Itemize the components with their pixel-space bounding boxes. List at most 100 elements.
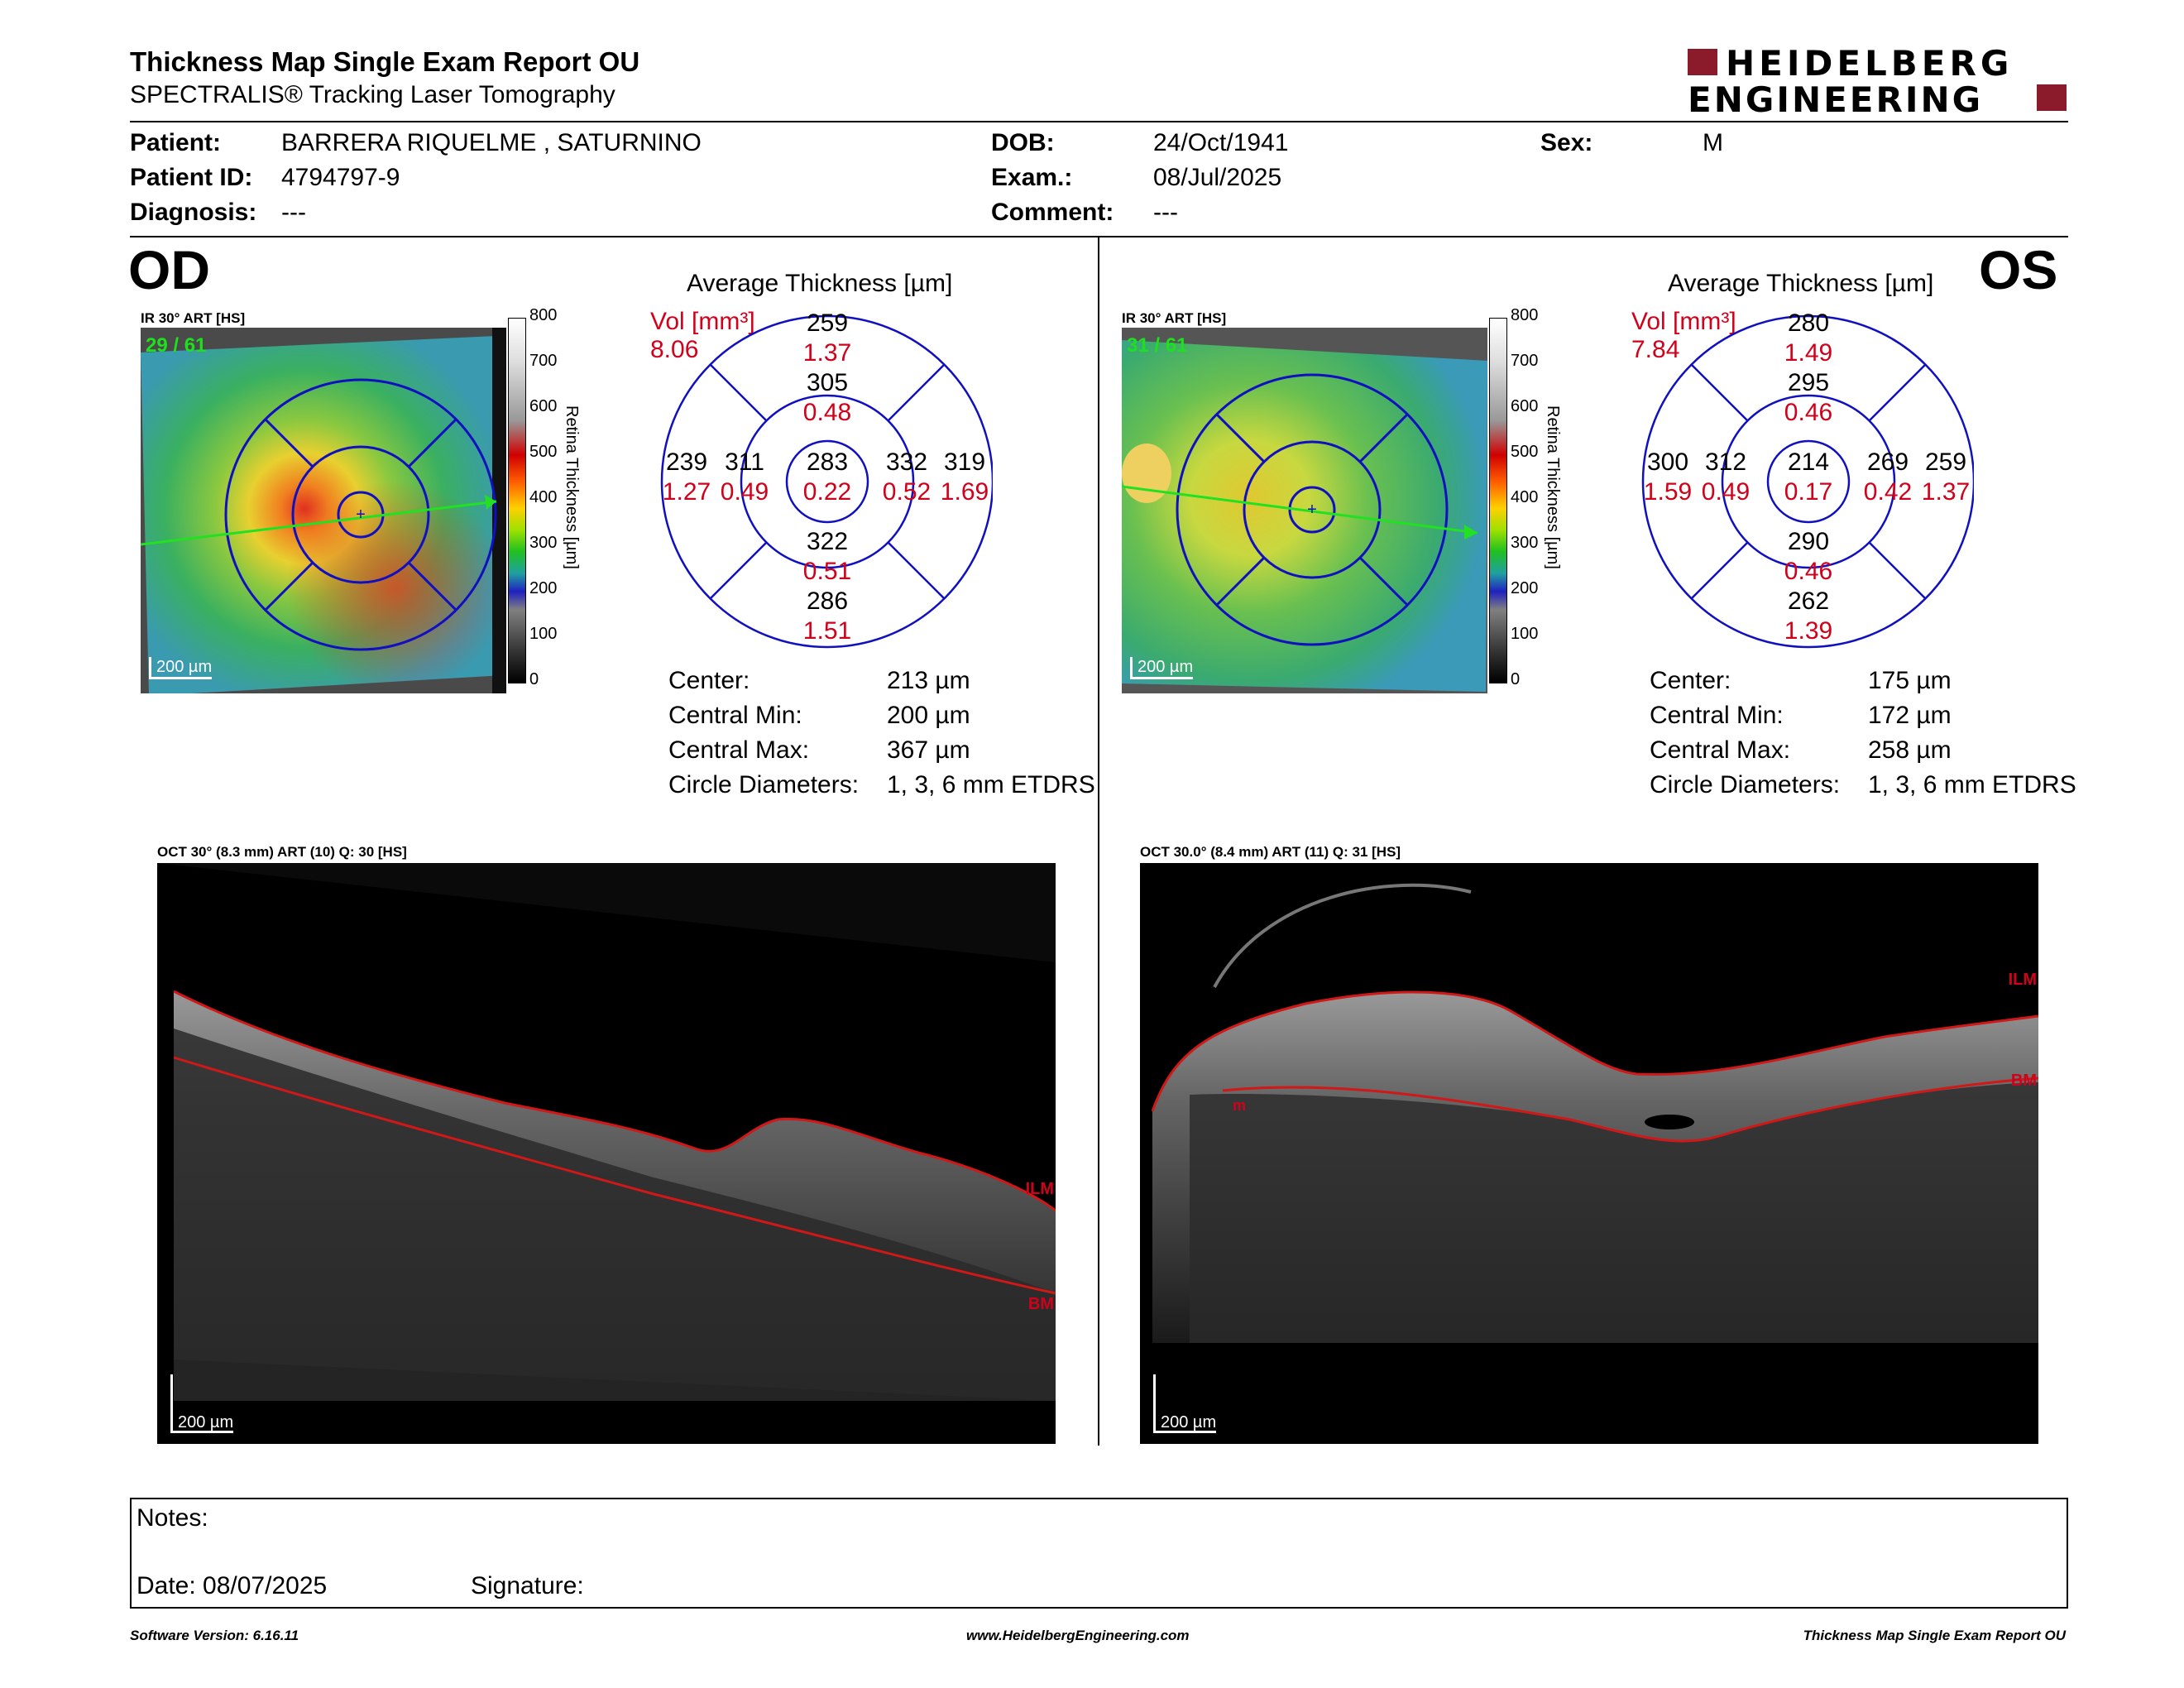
header-divider <box>130 121 2068 122</box>
od-outer-temp-vol: 1.27 <box>662 478 711 506</box>
od-etdrs-panel: Average Thickness [µm] Vol [mm³] 8.06 25… <box>645 265 1009 654</box>
os-outer-nasal-vol: 1.37 <box>1921 478 1971 506</box>
sex-value: M <box>1703 129 1723 156</box>
os-inner-sup-thickness: 295 <box>1787 369 1830 396</box>
os-stat-value-diam: 1, 3, 6 mm ETDRS <box>1868 771 2076 798</box>
od-outer-nasal-thickness: 319 <box>943 448 986 476</box>
os-colorbar-ticks: 800 700 600 500 400 300 200 100 0 <box>1511 306 1544 695</box>
os-fundus-image: + 31 / 61 200 µm <box>1122 328 1487 693</box>
od-vol-value: 8.06 <box>650 336 699 363</box>
od-ilm-label: ILM <box>1025 1180 1054 1198</box>
os-inner-temp-thickness: 312 <box>1704 448 1747 476</box>
date-label: Date: 08/07/2025 <box>136 1572 328 1599</box>
od-inner-sup-vol: 0.48 <box>802 399 852 426</box>
exam-value: 08/Jul/2025 <box>1153 164 1282 191</box>
notes-box[interactable]: Notes: Date: 08/07/2025 Signature: <box>130 1498 2068 1609</box>
od-inner-inf-thickness: 322 <box>806 528 849 555</box>
od-vol-label: Vol [mm³] <box>650 308 755 335</box>
os-center-vol: 0.17 <box>1784 478 1833 506</box>
os-colorbar <box>1489 318 1507 683</box>
od-inner-temp-thickness: 311 <box>725 448 764 476</box>
os-m-mark: m <box>1233 1097 1247 1114</box>
os-etdrs-panel: Average Thickness [µm] Vol [mm³] 7.84 28… <box>1626 265 1990 654</box>
logo-square-bottom <box>2037 84 2067 111</box>
od-stat-value-diam: 1, 3, 6 mm ETDRS <box>887 771 1095 798</box>
od-center-vol: 0.22 <box>802 478 852 506</box>
os-tick-100: 100 <box>1511 625 1539 643</box>
software-version: Software Version: 6.16.11 <box>130 1628 299 1643</box>
patient-id: 4794797-9 <box>281 164 400 191</box>
od-thickness-map: + <box>141 328 506 693</box>
od-etdrs-grid <box>660 314 993 649</box>
os-vol-label: Vol [mm³] <box>1631 308 1736 335</box>
od-stat-value-min: 200 µm <box>887 702 970 729</box>
od-ir-scalebar: 200 µm <box>149 657 213 679</box>
od-inner-nasal-vol: 0.52 <box>882 478 932 506</box>
signature-label: Signature: <box>471 1572 584 1599</box>
report-subtitle: SPECTRALIS® Tracking Laser Tomography <box>130 81 615 108</box>
os-ir-scalebar: 200 µm <box>1130 657 1194 679</box>
patient-id-label: Patient ID: <box>130 164 253 191</box>
od-outer-nasal-vol: 1.69 <box>940 478 989 506</box>
od-outer-temp-thickness: 239 <box>665 448 708 476</box>
os-outer-temp-vol: 1.59 <box>1643 478 1693 506</box>
od-outer-sup-thickness: 259 <box>806 309 849 337</box>
os-inner-temp-vol: 0.49 <box>1701 478 1751 506</box>
os-eye-label: OS <box>1979 239 2058 300</box>
od-center-thickness: 283 <box>806 448 849 476</box>
od-tick-800: 800 <box>529 306 558 324</box>
os-outer-sup-vol: 1.49 <box>1784 339 1833 367</box>
os-stat-value-max: 258 µm <box>1868 736 1952 764</box>
od-grid-title: Average Thickness [µm] <box>687 270 953 297</box>
os-oct-scalebar: 200 µm <box>1153 1374 1217 1433</box>
footer-report-name: Thickness Map Single Exam Report OU <box>1803 1628 2066 1643</box>
os-scan-counter: 31 / 61 <box>1127 334 1188 357</box>
os-tick-700: 700 <box>1511 352 1539 370</box>
diagnosis-value: --- <box>281 199 306 226</box>
diagnosis-label: Diagnosis: <box>130 199 257 226</box>
comment-label: Comment: <box>991 199 1114 226</box>
od-inner-inf-vol: 0.51 <box>802 558 852 585</box>
os-inner-inf-thickness: 290 <box>1787 528 1830 555</box>
os-tick-600: 600 <box>1511 397 1539 415</box>
report-title: Thickness Map Single Exam Report OU <box>130 46 640 77</box>
os-inner-inf-vol: 0.46 <box>1784 558 1833 585</box>
os-stat-label-min: Central Min: <box>1650 702 1784 729</box>
dob-value: 24/Oct/1941 <box>1153 129 1289 156</box>
os-inner-nasal-vol: 0.42 <box>1863 478 1913 506</box>
patient-divider <box>130 236 2068 237</box>
od-colorbar-label: Retina Thickness [µm] <box>563 405 581 569</box>
os-tick-800: 800 <box>1511 306 1539 324</box>
os-outer-temp-thickness: 300 <box>1646 448 1689 476</box>
os-center-thickness: 214 <box>1787 448 1830 476</box>
website-link[interactable]: www.HeidelbergEngineering.com <box>966 1628 1190 1643</box>
os-ilm-label: ILM <box>2008 971 2037 989</box>
od-colorbar <box>508 318 526 683</box>
os-outer-inf-thickness: 262 <box>1787 587 1830 615</box>
od-tick-200: 200 <box>529 579 558 597</box>
patient-label: Patient: <box>130 129 222 156</box>
od-fundus-image: + 29 / 61 200 µm <box>141 328 506 693</box>
os-tick-300: 300 <box>1511 534 1539 552</box>
patient-name: BARRERA RIQUELME , SATURNINO <box>281 129 702 156</box>
os-etdrs-grid <box>1641 314 1974 649</box>
od-tick-500: 500 <box>529 443 558 461</box>
dob-label: DOB: <box>991 129 1055 156</box>
os-tick-500: 500 <box>1511 443 1539 461</box>
od-stat-label-diam: Circle Diameters: <box>668 771 860 798</box>
od-tick-0: 0 <box>529 670 539 688</box>
os-oct-label: OCT 30.0° (8.4 mm) ART (11) Q: 31 [HS] <box>1140 844 1401 860</box>
od-inner-nasal-thickness: 332 <box>885 448 928 476</box>
od-colorbar-ticks: 800 700 600 500 400 300 200 100 0 <box>529 306 563 695</box>
os-stat-label-max: Central Max: <box>1650 736 1791 764</box>
od-tick-300: 300 <box>529 534 558 552</box>
logo-text-2: ENGINEERING <box>1688 79 1984 120</box>
os-colorbar-label: Retina Thickness [µm] <box>1544 405 1562 569</box>
od-oct-scan: ILM BM 200 µm <box>157 863 1056 1444</box>
od-outer-sup-vol: 1.37 <box>802 339 852 367</box>
svg-text:+: + <box>356 506 366 524</box>
exam-label: Exam.: <box>991 164 1073 191</box>
od-scan-counter: 29 / 61 <box>146 334 207 357</box>
os-stat-value-center: 175 µm <box>1868 667 1952 694</box>
os-tick-200: 200 <box>1511 579 1539 597</box>
